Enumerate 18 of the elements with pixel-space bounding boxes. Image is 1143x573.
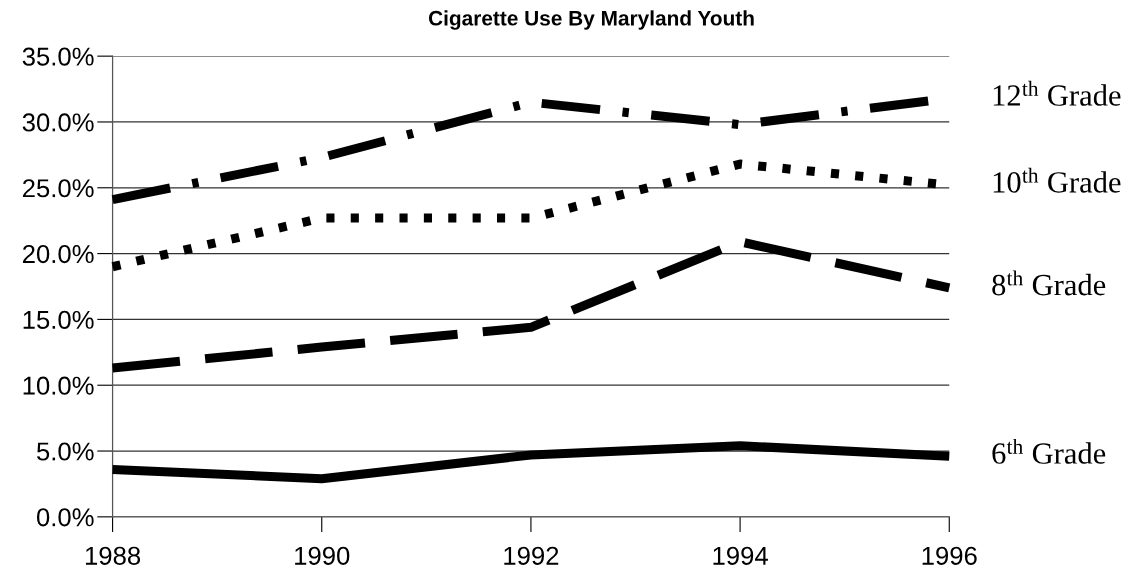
y-tick-label: 0.0% [36,508,94,527]
series-label: 8$^{th}$ Grade [992,270,1106,296]
y-tick-label: 15.0% [23,310,94,329]
y-tick-label: 30.0% [22,113,94,132]
series-label: 6$^{th}$ Grade [992,438,1106,464]
y-tick-label: 35.0% [22,47,94,66]
x-tick-label: 1994 [713,546,768,565]
x-tick-label: 1990 [295,546,350,565]
y-tick-label: 25.0% [22,179,94,198]
series-label: 10$^{th}$ Grade [993,167,1121,193]
x-tick-label: 1996 [922,546,977,565]
y-tick-label: 20.0% [22,244,94,264]
series-label: 12$^{th}$ Grade [993,80,1121,106]
x-tick-label: 1992 [504,546,559,565]
y-tick-label: 5.0% [36,442,94,461]
chart-title: Cigarette Use By Maryland Youth [428,10,754,30]
x-tick-label: 1988 [85,546,141,565]
y-tick-label: 10.0% [23,376,94,395]
